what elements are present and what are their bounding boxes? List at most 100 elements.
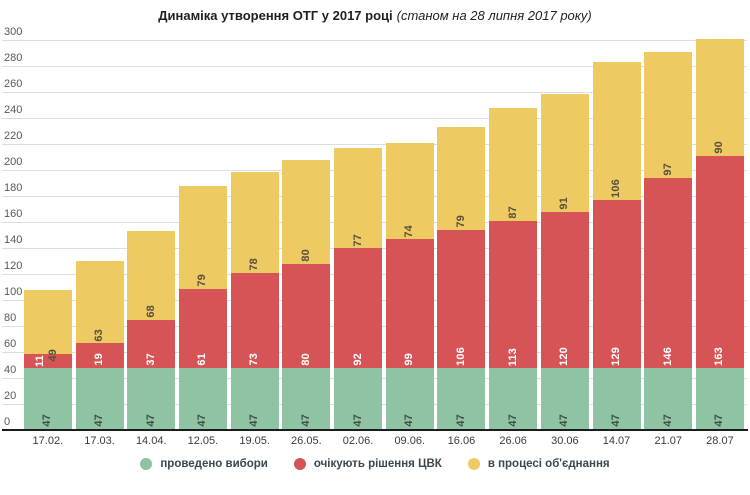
y-axis-tick-label: 200 bbox=[4, 156, 23, 168]
y-axis-tick-label: 100 bbox=[4, 286, 23, 298]
bar-segment-green bbox=[230, 367, 279, 429]
legend-item: в процесі об'єднання bbox=[467, 458, 610, 470]
y-axis-tick-label: 0 bbox=[4, 416, 11, 428]
bar-segment-red bbox=[540, 211, 589, 368]
bar-value-label: 163 bbox=[713, 346, 726, 366]
y-axis-tick-label: 180 bbox=[4, 182, 23, 194]
bar-segment-yellow bbox=[75, 261, 124, 344]
bar-segment-green bbox=[385, 367, 434, 429]
bar-segment-red bbox=[230, 273, 279, 368]
bar-segment-red bbox=[127, 319, 176, 368]
chart-legend: проведено вибори очікують рішення ЦВК в пр… bbox=[0, 458, 750, 470]
legend-swatch-icon bbox=[140, 458, 153, 470]
bar-value-label: 79 bbox=[454, 215, 467, 229]
bar-value-label: 80 bbox=[299, 249, 312, 262]
bar-value-label: 47 bbox=[558, 414, 571, 427]
bar-segment-green bbox=[334, 367, 383, 429]
bar-value-label: 68 bbox=[144, 305, 157, 318]
bar-value-label: 73 bbox=[248, 353, 261, 366]
y-axis-tick-label: 140 bbox=[4, 234, 23, 246]
bar-value-label: 47 bbox=[93, 414, 106, 427]
bar-segment-red bbox=[644, 178, 693, 368]
y-axis-tick-label: 120 bbox=[4, 260, 23, 272]
gridline bbox=[2, 117, 747, 119]
x-axis-tick-label: 02.06. bbox=[342, 435, 374, 447]
chart-title: Динаміка утворення ОТГ у 2017 році (стано… bbox=[0, 8, 750, 23]
x-axis-tick-label: 16.06 bbox=[447, 435, 476, 447]
bar-value-label: 80 bbox=[299, 353, 312, 366]
bar-segment-red bbox=[592, 200, 641, 368]
legend-item: очікують рішення ЦВК bbox=[293, 458, 442, 470]
bar-segment-red bbox=[385, 239, 434, 368]
bar-segment-red bbox=[489, 221, 538, 368]
bar-segment-green bbox=[644, 367, 693, 429]
bar-value-label: 74 bbox=[403, 224, 416, 238]
bar-segment-red bbox=[334, 248, 383, 368]
bar-value-label: 129 bbox=[610, 346, 623, 366]
bar-value-label: 49 bbox=[47, 349, 60, 362]
gridline bbox=[2, 91, 747, 93]
bar-value-label: 78 bbox=[248, 258, 261, 271]
bar-value-label: 47 bbox=[661, 414, 674, 427]
bar-value-label: 90 bbox=[713, 141, 726, 154]
legend-swatch-icon bbox=[467, 458, 480, 470]
x-axis-line bbox=[2, 429, 748, 431]
bar-segment-yellow bbox=[282, 159, 331, 264]
bar-value-label: 87 bbox=[506, 206, 519, 219]
legend-item: проведено вибори bbox=[140, 458, 268, 470]
y-axis-tick-label: 220 bbox=[4, 130, 23, 142]
bar-value-label: 47 bbox=[506, 414, 519, 427]
bar-segment-yellow bbox=[334, 148, 383, 249]
bar-segment-green bbox=[695, 367, 744, 429]
x-axis-tick-label: 28.07 bbox=[706, 435, 734, 447]
bar-segment-yellow bbox=[592, 62, 641, 201]
bar-value-label: 63 bbox=[93, 328, 106, 342]
bar-value-label: 47 bbox=[403, 414, 416, 427]
x-axis-tick-label: 14.07 bbox=[602, 435, 631, 447]
bar-segment-green bbox=[282, 367, 331, 429]
bar-value-label: 120 bbox=[558, 346, 571, 366]
bar-segment-yellow bbox=[540, 93, 589, 212]
x-axis-tick-label: 14.04. bbox=[135, 435, 167, 447]
bar-segment-green bbox=[178, 367, 227, 429]
bar-segment-yellow bbox=[695, 39, 744, 156]
bar-value-label: 47 bbox=[41, 414, 54, 427]
bar-segment-red bbox=[437, 230, 486, 368]
bar-segment-red bbox=[23, 353, 72, 368]
bar-value-label: 47 bbox=[299, 414, 312, 427]
bar-value-label: 146 bbox=[661, 346, 674, 366]
bar-segment-red bbox=[178, 288, 227, 368]
bar-value-label: 19 bbox=[93, 353, 106, 366]
y-axis-tick-label: 280 bbox=[4, 52, 23, 64]
bar-value-label: 37 bbox=[144, 353, 157, 366]
bar-value-label: 77 bbox=[351, 233, 364, 247]
bar-value-label: 47 bbox=[351, 414, 364, 427]
y-axis-tick-label: 300 bbox=[4, 26, 23, 38]
x-axis-tick-label: 26.05. bbox=[291, 435, 322, 447]
bar-segment-yellow bbox=[385, 143, 434, 240]
y-axis-tick-label: 20 bbox=[4, 390, 17, 402]
x-axis-tick-label: 09.06. bbox=[394, 435, 426, 447]
gridline bbox=[2, 65, 747, 67]
bar-segment-yellow bbox=[644, 52, 693, 179]
bar-value-label: 47 bbox=[610, 414, 623, 427]
bar-value-label: 47 bbox=[196, 414, 209, 427]
bar-value-label: 106 bbox=[454, 346, 467, 366]
legend-label: очікують рішення ЦВК bbox=[313, 458, 442, 470]
bar-value-label: 61 bbox=[196, 353, 209, 366]
bar-value-label: 106 bbox=[610, 179, 623, 199]
bar-segment-yellow bbox=[178, 185, 227, 289]
bar-segment-yellow bbox=[230, 171, 279, 273]
bar-value-label: 91 bbox=[558, 197, 571, 210]
gridline bbox=[2, 39, 747, 41]
bar-segment-yellow bbox=[23, 289, 72, 354]
chart-title-subtitle: (станом на 28 липня 2017 року) bbox=[396, 8, 592, 23]
legend-label: проведено вибори bbox=[160, 458, 268, 470]
bar-value-label: 47 bbox=[454, 414, 467, 427]
bar-segment-green bbox=[540, 367, 589, 429]
bar-segment-red bbox=[282, 263, 331, 368]
bar-segment-yellow bbox=[437, 127, 486, 231]
x-axis-tick-label: 26.06 bbox=[499, 435, 527, 447]
y-axis-tick-label: 80 bbox=[4, 312, 17, 324]
